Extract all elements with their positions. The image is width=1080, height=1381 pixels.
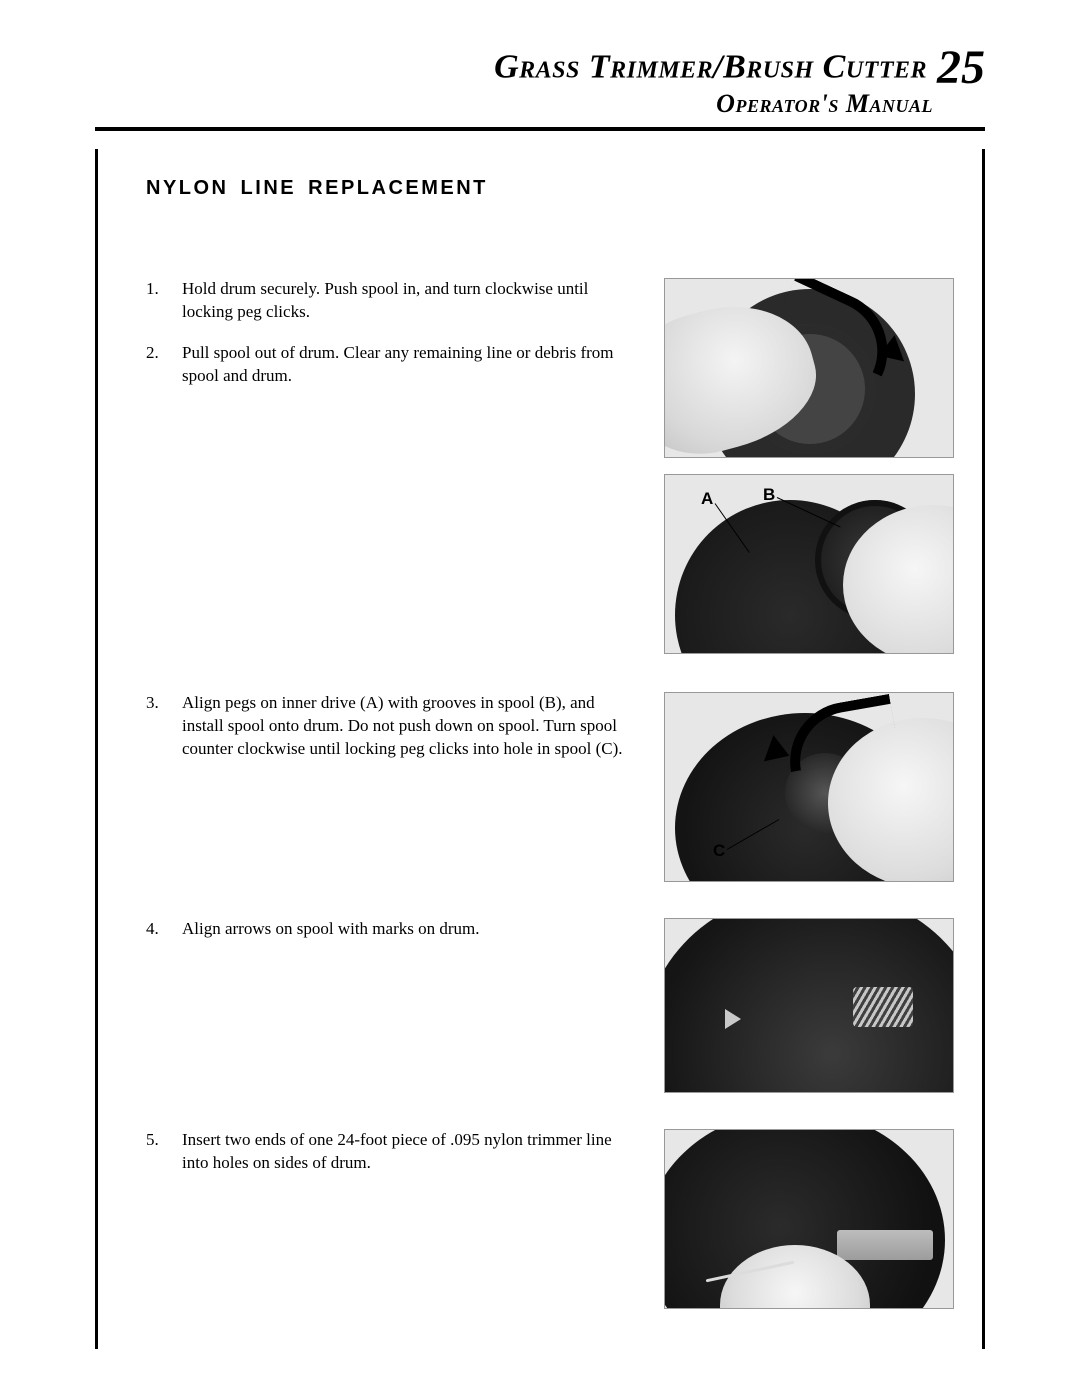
step-number: 5. bbox=[146, 1129, 164, 1175]
steps-col-5: 5. Insert two ends of one 24-foot piece … bbox=[146, 1129, 636, 1175]
figure-col-3: C bbox=[664, 692, 954, 882]
step-3: 3. Align pegs on inner drive (A) with gr… bbox=[146, 692, 636, 761]
step-2: 2. Pull spool out of drum. Clear any rem… bbox=[146, 342, 636, 388]
figure-col-4 bbox=[664, 918, 954, 1093]
step-4: 4. Align arrows on spool with marks on d… bbox=[146, 918, 636, 941]
section-title: NYLON LINE REPLACEMENT bbox=[146, 177, 964, 200]
figure-col-1: A B bbox=[664, 278, 954, 654]
drum-mark-icon bbox=[853, 987, 913, 1027]
figure-5 bbox=[664, 1129, 954, 1309]
content-frame: NYLON LINE REPLACEMENT 1. Hold drum secu… bbox=[95, 149, 985, 1349]
block-4: 5. Insert two ends of one 24-foot piece … bbox=[146, 1129, 964, 1309]
block-1: 1. Hold drum securely. Push spool in, an… bbox=[146, 278, 964, 654]
row-steps-1-2: 1. Hold drum securely. Push spool in, an… bbox=[146, 278, 964, 654]
step-1: 1. Hold drum securely. Push spool in, an… bbox=[146, 278, 636, 324]
label-c: C bbox=[713, 841, 725, 861]
page: Grass Trimmer/Brush Cutter 25 Operator's… bbox=[0, 0, 1080, 1381]
document-title: Grass Trimmer/Brush Cutter bbox=[494, 49, 927, 86]
steps-col-4: 4. Align arrows on spool with marks on d… bbox=[146, 918, 636, 941]
figure-col-5 bbox=[664, 1129, 954, 1309]
figure-4 bbox=[664, 918, 954, 1093]
step-text: Pull spool out of drum. Clear any remain… bbox=[182, 342, 636, 388]
row-step-3: 3. Align pegs on inner drive (A) with gr… bbox=[146, 692, 964, 882]
row-step-4: 4. Align arrows on spool with marks on d… bbox=[146, 918, 964, 1093]
drum-label-icon bbox=[837, 1230, 933, 1260]
step-number: 1. bbox=[146, 278, 164, 324]
figure-1 bbox=[664, 278, 954, 458]
header-line-1: Grass Trimmer/Brush Cutter 25 bbox=[95, 40, 985, 95]
block-3: 4. Align arrows on spool with marks on d… bbox=[146, 918, 964, 1093]
step-text: Hold drum securely. Push spool in, and t… bbox=[182, 278, 636, 324]
label-b: B bbox=[763, 485, 775, 505]
page-number: 25 bbox=[937, 41, 985, 94]
arrow-mark-icon bbox=[725, 1009, 741, 1029]
step-number: 3. bbox=[146, 692, 164, 761]
step-text: Align arrows on spool with marks on drum… bbox=[182, 918, 636, 941]
block-2: 3. Align pegs on inner drive (A) with gr… bbox=[146, 692, 964, 882]
step-5: 5. Insert two ends of one 24-foot piece … bbox=[146, 1129, 636, 1175]
step-number: 4. bbox=[146, 918, 164, 941]
label-a: A bbox=[701, 489, 713, 509]
row-step-5: 5. Insert two ends of one 24-foot piece … bbox=[146, 1129, 964, 1309]
header-rule bbox=[95, 127, 985, 131]
figure-3: C bbox=[664, 692, 954, 882]
step-number: 2. bbox=[146, 342, 164, 388]
figure-2: A B bbox=[664, 474, 954, 654]
step-text: Align pegs on inner drive (A) with groov… bbox=[182, 692, 636, 761]
step-text: Insert two ends of one 24-foot piece of … bbox=[182, 1129, 636, 1175]
steps-col-3: 3. Align pegs on inner drive (A) with gr… bbox=[146, 692, 636, 761]
steps-col-1: 1. Hold drum securely. Push spool in, an… bbox=[146, 278, 636, 388]
page-header: Grass Trimmer/Brush Cutter 25 Operator's… bbox=[95, 40, 985, 119]
